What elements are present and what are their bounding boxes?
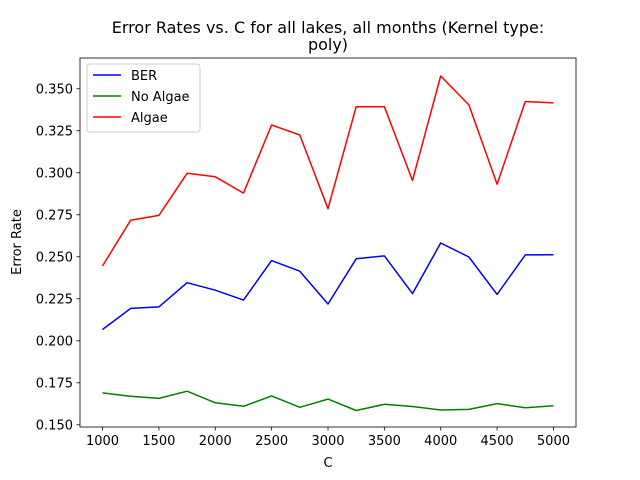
- chart-title-line-1: Error Rates vs. C for all lakes, all mon…: [112, 18, 544, 37]
- y-tick-label: 0.175: [36, 376, 73, 391]
- y-axis: 0.150 0.175 0.200 0.225 0.250 0.275 0.300 0.325…: [36, 82, 80, 433]
- y-tick-label: 0.250: [36, 250, 73, 265]
- y-tick-label: 0.200: [36, 334, 73, 349]
- x-tick-label: 3000: [311, 434, 344, 449]
- y-tick-label: 0.350: [36, 82, 73, 97]
- x-tick-label: 3500: [368, 434, 401, 449]
- legend: BER No Algae Algae: [86, 63, 201, 133]
- plot-area: [79, 57, 577, 428]
- y-tick-label: 0.275: [36, 208, 73, 223]
- y-tick-label: 0.225: [36, 292, 73, 307]
- x-tick-label: 1000: [86, 434, 119, 449]
- x-tick-label: 2500: [255, 434, 288, 449]
- y-tick-label: 0.150: [36, 418, 73, 433]
- series-line: [102, 242, 554, 331]
- y-axis-label: Error Rate: [10, 209, 25, 275]
- x-axis-label: C: [323, 456, 332, 471]
- legend-frame: [86, 63, 201, 133]
- series-line: [102, 390, 554, 412]
- x-tick-label: 5000: [537, 434, 570, 449]
- x-axis: 1000 1500 2000 2500 3000 3500 4000 4500 5000: [86, 427, 570, 449]
- x-tick-label: 4000: [424, 434, 457, 449]
- x-tick-label: 2000: [199, 434, 232, 449]
- y-tick-label: 0.300: [36, 166, 73, 181]
- chart-title: Error Rates vs. C for all lakes, all mon…: [112, 18, 544, 54]
- x-tick-label: 4500: [481, 434, 514, 449]
- y-tick-label: 0.325: [36, 124, 73, 139]
- series-line: [101, 75, 554, 267]
- legend-label: No Algae: [131, 90, 190, 105]
- legend-label: Algae: [131, 111, 168, 126]
- x-tick-label: 1500: [142, 434, 175, 449]
- chart-title-line-2: poly): [308, 35, 348, 54]
- legend-label: BER: [131, 69, 157, 84]
